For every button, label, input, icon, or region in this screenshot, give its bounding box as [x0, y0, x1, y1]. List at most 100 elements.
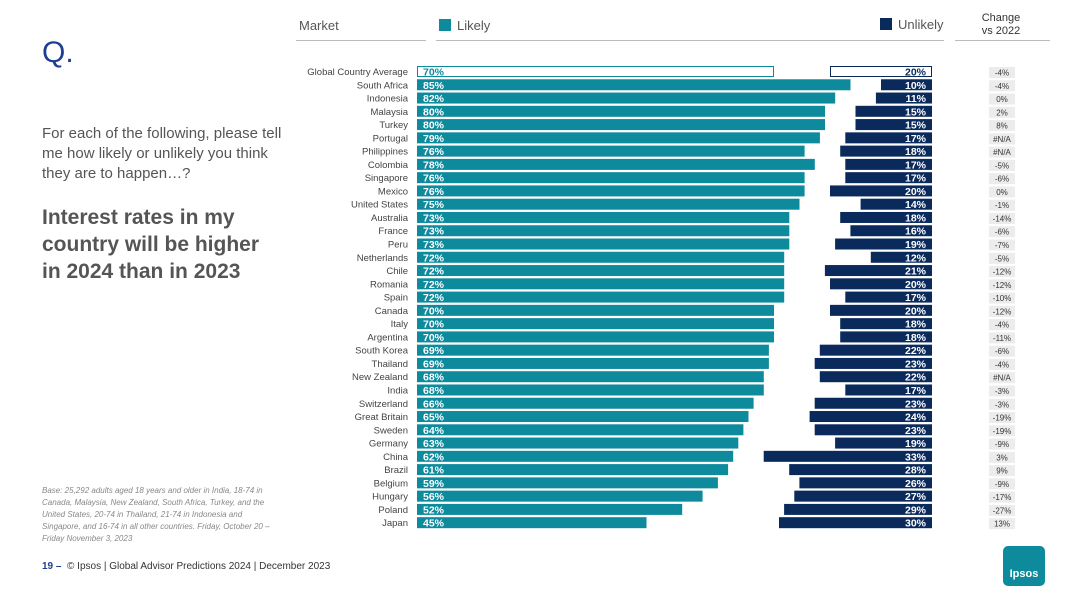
likely-value-label: 72%	[423, 292, 445, 304]
unlikely-value-label: 22%	[905, 345, 927, 357]
likely-bar	[417, 265, 785, 277]
unlikely-bar	[763, 450, 932, 462]
unlikely-bar	[784, 503, 932, 515]
likely-value-label: 80%	[423, 120, 445, 132]
likely-bar	[417, 225, 790, 237]
unlikely-value-label: 19%	[905, 239, 927, 251]
market-label: Mexico	[378, 186, 408, 197]
unlikely-bar	[855, 105, 932, 117]
likely-bar	[417, 105, 825, 117]
change-value-label: -12%	[993, 268, 1012, 277]
likely-value-label: 70%	[423, 305, 445, 317]
likely-value-label: 65%	[423, 412, 445, 424]
likely-value-label: 70%	[423, 332, 445, 344]
change-cell	[989, 133, 1015, 145]
unlikely-bar	[845, 291, 932, 303]
change-value-label: -9%	[995, 480, 1009, 489]
unlikely-bar	[799, 477, 932, 489]
likely-bar	[417, 238, 790, 250]
unlikely-bar	[835, 238, 932, 250]
unlikely-bar	[840, 331, 932, 343]
change-value-label: -1%	[995, 201, 1009, 210]
unlikely-value-label: 23%	[905, 398, 927, 410]
market-label: Peru	[388, 240, 408, 251]
likely-value-label: 66%	[423, 398, 445, 410]
market-label: Sweden	[374, 425, 408, 436]
likely-bar	[417, 79, 851, 91]
likely-bar	[417, 464, 729, 476]
change-value-label: -6%	[995, 228, 1009, 237]
likely-value-label: 63%	[423, 438, 445, 450]
logo-text: Ipsos	[1009, 568, 1039, 580]
likely-value-label: 79%	[423, 133, 445, 145]
change-value-label: -27%	[993, 506, 1012, 515]
unlikely-value-label: 30%	[905, 518, 927, 530]
change-cell	[989, 266, 1015, 278]
unlikely-bar	[830, 66, 932, 77]
likely-bar	[417, 251, 785, 263]
change-cell	[989, 372, 1015, 384]
market-label: Chile	[386, 266, 408, 277]
likely-bar	[417, 211, 790, 223]
change-value-label: -10%	[993, 294, 1012, 303]
change-value-label: -3%	[995, 387, 1009, 396]
market-label: Belgium	[374, 478, 408, 489]
change-value-label: #N/A	[993, 374, 1011, 383]
market-label: South Africa	[357, 80, 409, 91]
unlikely-value-label: 10%	[905, 80, 927, 92]
change-header-line2: vs 2022	[981, 25, 1021, 37]
change-value-label: -6%	[995, 175, 1009, 184]
market-header-line	[296, 40, 426, 41]
likely-value-label: 70%	[423, 67, 445, 79]
likely-value-label: 72%	[423, 279, 445, 291]
likely-value-label: 52%	[423, 504, 445, 516]
change-cell	[989, 93, 1015, 105]
market-label: China	[383, 452, 409, 463]
change-cell	[989, 398, 1015, 410]
footer: 19 – © Ipsos | Global Advisor Prediction…	[42, 561, 330, 572]
market-label: Argentina	[367, 332, 408, 343]
market-label: Turkey	[379, 120, 408, 131]
likely-value-label: 45%	[423, 518, 445, 530]
unlikely-value-label: 20%	[905, 279, 927, 291]
unlikely-bar	[819, 371, 932, 383]
unlikely-value-label: 12%	[905, 252, 927, 264]
market-label: Singapore	[365, 173, 408, 184]
unlikely-value-label: 29%	[905, 504, 927, 516]
change-value-label: -4%	[995, 82, 1009, 91]
market-header: Market	[299, 18, 339, 33]
likely-legend-swatch	[439, 19, 451, 31]
unlikely-bar	[840, 318, 932, 330]
unlikely-bar	[855, 119, 932, 131]
market-label: Philippines	[362, 147, 408, 158]
change-value-label: -5%	[995, 254, 1009, 263]
likely-bar	[417, 371, 764, 383]
change-cell	[989, 67, 1015, 78]
unlikely-value-label: 17%	[905, 159, 927, 171]
unlikely-value-label: 20%	[905, 305, 927, 317]
likely-value-label: 69%	[423, 345, 445, 357]
likely-bar	[417, 490, 703, 502]
likely-bar	[417, 158, 815, 170]
likely-bar	[417, 278, 785, 290]
base-note: Base: 25,292 adults aged 18 years and ol…	[42, 486, 270, 543]
unlikely-value-label: 16%	[905, 226, 927, 238]
change-cell	[989, 385, 1015, 397]
likely-value-label: 59%	[423, 478, 445, 490]
likely-header: Likely	[457, 18, 491, 33]
market-label: Japan	[382, 518, 408, 529]
likely-value-label: 68%	[423, 372, 445, 384]
likely-value-label: 70%	[423, 319, 445, 331]
market-label: Italy	[391, 319, 409, 330]
likely-value-label: 61%	[423, 465, 445, 477]
likely-value-label: 73%	[423, 239, 445, 251]
change-cell	[989, 425, 1015, 437]
unlikely-value-label: 21%	[905, 266, 927, 278]
unlikely-value-label: 24%	[905, 412, 927, 424]
market-label: Australia	[371, 213, 409, 224]
unlikely-value-label: 14%	[905, 199, 927, 211]
change-value-label: -19%	[993, 427, 1012, 436]
change-value-label: -4%	[995, 69, 1009, 78]
likely-value-label: 62%	[423, 451, 445, 463]
